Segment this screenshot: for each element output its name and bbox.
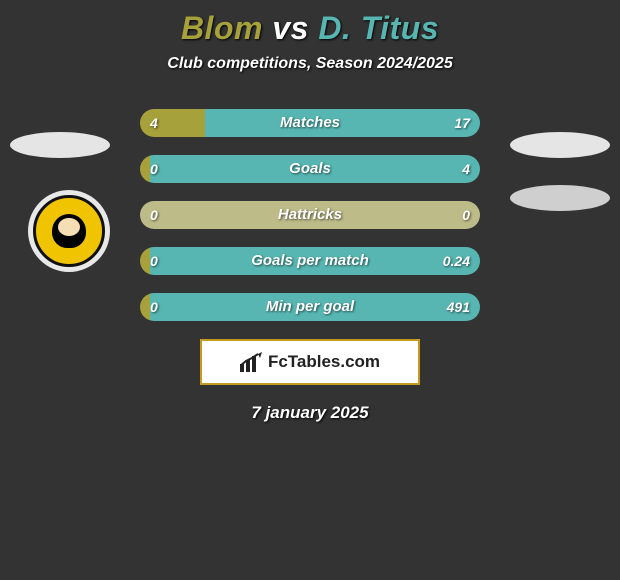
stat-label: Goals per match bbox=[140, 247, 480, 275]
comparison-infographic: Blom vs D. Titus Club competitions, Seas… bbox=[0, 10, 620, 580]
date-text: 7 january 2025 bbox=[0, 403, 620, 423]
brand-chart-icon bbox=[240, 352, 262, 372]
stat-row: 417Matches bbox=[140, 109, 480, 137]
page-title: Blom vs D. Titus bbox=[0, 10, 620, 47]
player1-name: Blom bbox=[181, 10, 263, 46]
stat-row: 00.24Goals per match bbox=[140, 247, 480, 275]
vs-text: vs bbox=[272, 10, 309, 46]
stat-row: 0491Min per goal bbox=[140, 293, 480, 321]
stat-label: Hattricks bbox=[140, 201, 480, 229]
stat-label: Matches bbox=[140, 109, 480, 137]
brand-text: FcTables.com bbox=[268, 352, 380, 372]
stat-row: 04Goals bbox=[140, 155, 480, 183]
stat-label: Min per goal bbox=[140, 293, 480, 321]
subtitle: Club competitions, Season 2024/2025 bbox=[0, 55, 620, 73]
player2-name: D. Titus bbox=[318, 10, 439, 46]
stat-label: Goals bbox=[140, 155, 480, 183]
brand-box: FcTables.com bbox=[200, 339, 420, 385]
stat-row: 00Hattricks bbox=[140, 201, 480, 229]
stats-area: 417Matches 04Goals 00Hattricks 00.24Goals p… bbox=[0, 109, 620, 321]
